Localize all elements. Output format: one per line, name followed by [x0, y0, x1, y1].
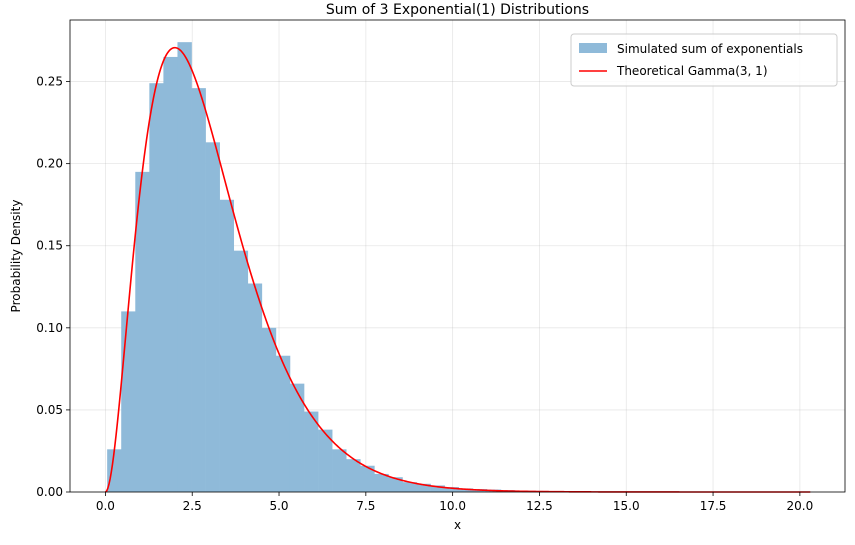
y-axis-ticks: 0.00 0.05 0.10 0.15 0.20 0.25: [36, 75, 70, 499]
histogram-bar: [247, 283, 263, 492]
histogram-bar: [304, 411, 319, 492]
legend-label-curve: Theoretical Gamma(3, 1): [616, 64, 768, 78]
x-tick-label: 5.0: [269, 499, 288, 513]
histogram-bar: [135, 171, 150, 492]
histogram-bar: [261, 327, 277, 492]
y-tick-label: 0.05: [36, 403, 63, 417]
histogram-bar: [149, 83, 164, 492]
legend-box: [570, 33, 838, 87]
x-tick-label: 10.0: [439, 499, 466, 513]
histogram-bar: [458, 488, 474, 492]
histogram-bar: [430, 485, 445, 492]
histogram-bar: [121, 311, 136, 492]
chart-title: Sum of 3 Exponential(1) Distributions: [326, 2, 589, 18]
x-tick-label: 2.5: [183, 499, 202, 513]
histogram-bar: [374, 473, 389, 492]
y-tick-label: 0.20: [36, 157, 63, 171]
histogram-bar: [233, 250, 249, 492]
histogram-bar: [346, 459, 361, 492]
x-tick-label: 15.0: [613, 499, 640, 513]
x-tick-label: 17.5: [700, 499, 727, 513]
histogram-bar: [416, 483, 431, 492]
y-tick-label: 0.10: [36, 321, 63, 335]
x-tick-label: 0.0: [96, 499, 115, 513]
histogram-bar: [332, 449, 347, 492]
histogram-bar: [177, 42, 192, 492]
x-axis-label: x: [454, 518, 461, 532]
y-tick-label: 0.15: [36, 239, 63, 253]
histogram-bar: [191, 88, 206, 492]
legend: Simulated sum of exponentials Theoretica…: [570, 33, 838, 87]
y-tick-label: 0.25: [36, 75, 63, 89]
histogram-bar: [163, 56, 178, 493]
y-tick-label: 0.00: [36, 485, 63, 499]
histogram-bar: [205, 142, 220, 492]
x-axis-ticks: 0.0 2.5 5.0 7.5 10.0 12.5 15.0 17.5 20.0: [96, 492, 813, 513]
histogram-bar: [360, 465, 375, 492]
x-tick-label: 7.5: [356, 499, 375, 513]
histogram-bar: [402, 482, 417, 492]
x-tick-label: 12.5: [526, 499, 553, 513]
legend-label-histogram: Simulated sum of exponentials: [617, 42, 803, 56]
plot-area-frame: [69, 19, 846, 493]
histogram-bar: [219, 199, 235, 492]
histogram-bar: [107, 449, 122, 492]
legend-swatch-histogram: [579, 43, 607, 53]
histogram-bar: [318, 429, 333, 492]
histogram-bars: [107, 42, 811, 493]
histogram-bar: [444, 487, 460, 492]
histogram-bar: [275, 355, 291, 492]
y-axis-label: Probability Density: [9, 200, 23, 313]
histogram-bar: [289, 383, 305, 492]
x-tick-label: 20.0: [787, 499, 814, 513]
histogram-bar: [388, 477, 403, 492]
